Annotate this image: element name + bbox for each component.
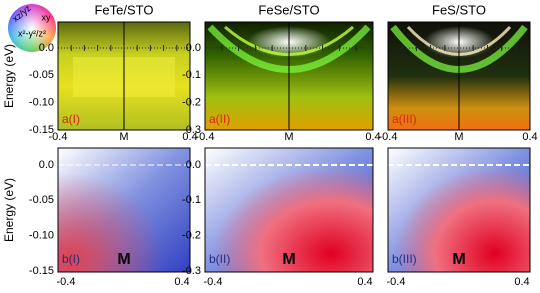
x-tick-label: -0.4 bbox=[379, 131, 398, 143]
panel-label: b(III) bbox=[392, 252, 417, 266]
frame bbox=[387, 21, 531, 131]
y-tick-label: -0.15 bbox=[29, 265, 54, 277]
y-tick-label: -0.3 bbox=[182, 124, 201, 136]
y-tick-label: -0.1 bbox=[182, 194, 201, 206]
y-tick-label: -0.10 bbox=[29, 97, 54, 109]
x-tick-label: M bbox=[119, 131, 128, 143]
color-wheel bbox=[8, 4, 56, 52]
y-tick-label: 0.0 bbox=[186, 42, 201, 54]
x-tick-label: 0.4 bbox=[514, 276, 529, 288]
x-tick-label: 0.4 bbox=[182, 131, 197, 143]
frame bbox=[387, 147, 531, 273]
center-label: M bbox=[117, 251, 130, 268]
x-tick-label: -0.4 bbox=[49, 131, 68, 143]
frame bbox=[57, 21, 191, 131]
y-tick-label: -0.1 bbox=[182, 69, 201, 81]
frame bbox=[204, 147, 374, 273]
panel-title: FeS/STO bbox=[432, 2, 486, 17]
frame bbox=[57, 147, 191, 273]
wheel-label: x²-y²/z² bbox=[18, 28, 46, 38]
panel-title: FeTe/STO bbox=[94, 2, 153, 17]
y-tick-label: -0.10 bbox=[29, 230, 54, 242]
y-axis-label: Energy (eV) bbox=[2, 44, 16, 108]
x-tick-label: 0.4 bbox=[365, 131, 380, 143]
wheel-label: xz/yz bbox=[11, 3, 34, 24]
x-tick-label: -0.4 bbox=[196, 131, 215, 143]
x-tick-label: -0.4 bbox=[204, 276, 223, 288]
panel-label: a(II) bbox=[209, 112, 230, 126]
intensity-region bbox=[58, 148, 190, 272]
wheel-label: xy bbox=[42, 12, 52, 22]
center-label: M bbox=[452, 251, 465, 268]
frame bbox=[204, 21, 374, 131]
x-tick-label: -0.4 bbox=[387, 276, 406, 288]
y-tick-label: -0.2 bbox=[182, 230, 201, 242]
y-tick-label: -0.05 bbox=[29, 194, 54, 206]
panel-label: a(III) bbox=[392, 112, 417, 126]
x-tick-label: M bbox=[284, 131, 293, 143]
y-tick-label: -0.05 bbox=[29, 69, 54, 81]
x-tick-label: 0.4 bbox=[522, 131, 537, 143]
panel-label: a(I) bbox=[62, 112, 80, 126]
y-tick-label: 0.0 bbox=[39, 159, 54, 171]
y-tick-label: -0.2 bbox=[182, 97, 201, 109]
y-tick-label: -0.3 bbox=[182, 265, 201, 277]
x-tick-label: -0.4 bbox=[57, 276, 76, 288]
intensity-region bbox=[388, 148, 530, 272]
x-tick-label: 0.4 bbox=[357, 276, 372, 288]
y-tick-label: 0.0 bbox=[39, 42, 54, 54]
panel-title: FeSe/STO bbox=[258, 2, 319, 17]
y-axis-label: Energy (eV) bbox=[2, 178, 16, 242]
center-label: M bbox=[282, 251, 295, 268]
panel-label: b(II) bbox=[209, 252, 230, 266]
intensity-region bbox=[205, 148, 373, 272]
panel-label: b(I) bbox=[62, 252, 80, 266]
x-tick-label: M bbox=[454, 131, 463, 143]
x-tick-label: 0.4 bbox=[174, 276, 189, 288]
y-tick-label: 0.0 bbox=[186, 159, 201, 171]
y-tick-label: -0.15 bbox=[29, 124, 54, 136]
